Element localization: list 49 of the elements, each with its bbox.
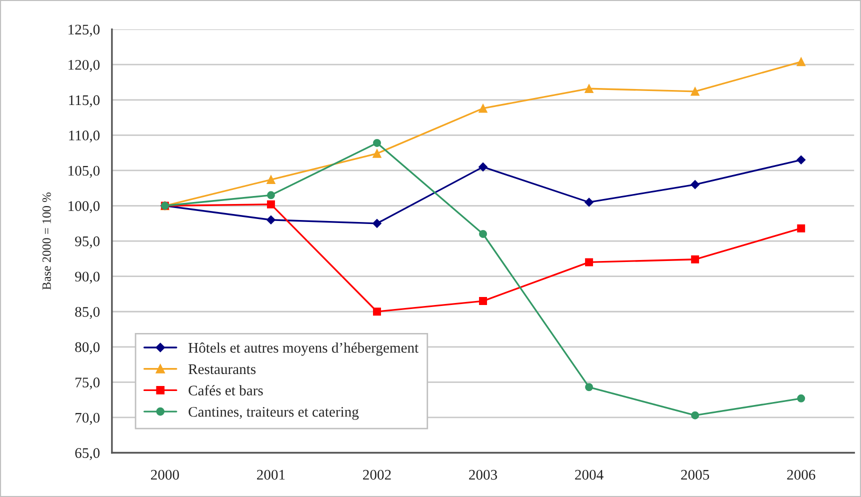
point: [373, 308, 381, 316]
point: [585, 383, 594, 392]
point: [797, 224, 806, 232]
y-tick-label: 90,0: [75, 272, 100, 284]
legend-label: Cafés et bars: [188, 385, 263, 396]
x-tick-label: 2003: [469, 470, 498, 480]
point: [584, 198, 594, 207]
x-tick-label: 2004: [575, 470, 604, 480]
point: [266, 175, 276, 184]
x-tick-label: 2000: [151, 470, 179, 480]
legend-label: Cantines, traiteurs et catering: [188, 406, 359, 420]
point: [373, 138, 381, 147]
point: [585, 258, 594, 266]
point: [690, 87, 700, 96]
y-tick-label: 100,0: [68, 201, 100, 214]
legend-label: Hôtels et autres moyens d’hébergement: [188, 342, 419, 356]
point: [478, 162, 488, 172]
y-axis-title: Base 2000 = 100 %: [42, 192, 51, 290]
point: [796, 155, 806, 164]
x-tick-label: 2006: [787, 470, 816, 480]
legend-label: Restaurants: [188, 364, 256, 374]
point: [372, 149, 382, 158]
y-tick-label: 115,0: [69, 95, 100, 108]
y-tick-label: 125,0: [68, 24, 100, 37]
point: [372, 218, 382, 228]
x-tick-label: 2002: [363, 470, 391, 480]
point: [266, 191, 275, 200]
y-tick-label: 85,0: [75, 306, 100, 319]
point: [690, 180, 700, 190]
y-tick-label: 110,0: [69, 130, 100, 142]
point: [691, 255, 700, 264]
point: [797, 394, 806, 402]
y-tick-label: 70,0: [76, 412, 100, 425]
point: [796, 57, 806, 66]
point: [479, 297, 488, 306]
x-tick-label: 2005: [681, 470, 710, 480]
point: [691, 411, 700, 420]
point: [266, 200, 275, 208]
point: [479, 230, 488, 238]
y-tick-label: 105,0: [68, 166, 100, 178]
y-tick-label: 65,0: [75, 448, 100, 460]
y-tick-label: 80,0: [75, 342, 100, 354]
y-tick-label: 120,0: [68, 60, 100, 72]
x-tick-label: 2001: [257, 470, 285, 480]
point: [584, 84, 594, 93]
y-tick-label: 75,0: [76, 378, 100, 390]
point: [478, 104, 488, 113]
point: [266, 215, 276, 224]
y-tick-label: 95,0: [75, 236, 100, 248]
